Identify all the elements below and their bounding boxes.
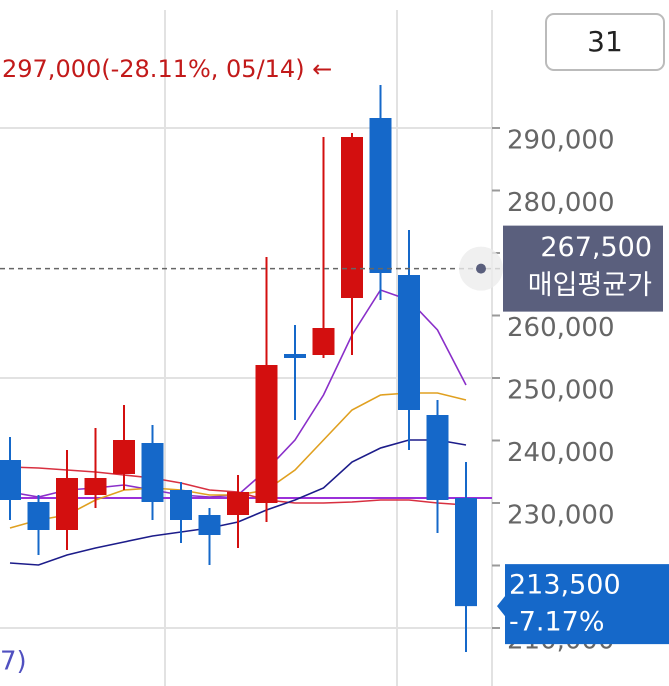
- current-price-box: [497, 564, 669, 645]
- legend-fragment: 7): [0, 647, 27, 677]
- current-price-label: 213,500: [509, 570, 621, 601]
- current-price-change: -7.17%: [509, 607, 605, 638]
- y-tick-label: 250,000: [507, 376, 615, 406]
- period-button-label[interactable]: 31: [587, 25, 623, 58]
- candle-body: [255, 365, 278, 503]
- period-button[interactable]: [545, 13, 665, 71]
- grid-layer: [0, 10, 493, 686]
- candle-body: [341, 137, 363, 298]
- candle-body: [0, 460, 21, 500]
- candle-body: [84, 478, 107, 495]
- y-tick-label: 260,000: [507, 313, 615, 343]
- candle-body: [284, 354, 306, 358]
- candle-body: [398, 275, 420, 410]
- candle-body: [113, 440, 135, 474]
- average-price-label: 267,500: [540, 232, 652, 263]
- candle-body: [455, 498, 477, 607]
- candle-body: [56, 478, 78, 530]
- candle-body: [312, 328, 335, 355]
- y-tick-label: 290,000: [507, 126, 615, 156]
- average-price-text: 매입평균가: [528, 270, 652, 301]
- candle-body: [27, 502, 50, 530]
- y-tick-label: 280,000: [507, 188, 615, 218]
- y-tick-label: 240,000: [507, 438, 615, 468]
- candle-body: [426, 415, 449, 500]
- candle-body: [170, 490, 192, 520]
- high-annotation: 297,000(-28.11%, 05/14) ←: [2, 55, 332, 83]
- average-price-dot: [476, 263, 486, 274]
- candle-body: [198, 515, 221, 535]
- candle-body: [141, 443, 164, 502]
- candle-body: [227, 492, 249, 515]
- candle-body: [369, 118, 392, 273]
- average-price-box: [503, 225, 663, 312]
- y-tick-label: 230,000: [507, 501, 615, 531]
